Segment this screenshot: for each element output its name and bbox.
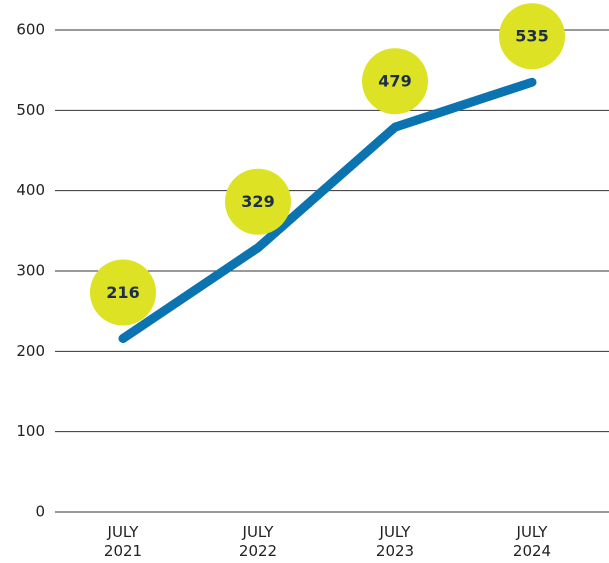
value-label-bubble: [90, 259, 156, 326]
y-tick-label: 100: [16, 422, 45, 440]
x-tick-label: JULY 2023: [375, 523, 415, 560]
value-label: 216: [106, 283, 139, 302]
y-tick-label: 0: [35, 503, 45, 521]
y-tick-label: 300: [16, 262, 45, 280]
y-tick-label: 400: [16, 181, 45, 199]
x-tick-label: JULY 2024: [512, 523, 552, 560]
x-tick-label: JULY 2022: [238, 523, 278, 560]
value-label-bubble: [225, 168, 291, 235]
value-label: 535: [515, 27, 548, 46]
value-label-bubble: [362, 48, 428, 115]
x-tick-label: JULY 2021: [103, 523, 143, 560]
y-tick-label: 500: [16, 101, 45, 119]
value-label: 329: [241, 192, 274, 211]
line: [118, 77, 537, 343]
y-tick-label: 200: [16, 342, 45, 360]
value-label-bubble: [499, 3, 565, 70]
value-label: 479: [378, 72, 411, 91]
y-tick-label: 600: [16, 21, 45, 39]
